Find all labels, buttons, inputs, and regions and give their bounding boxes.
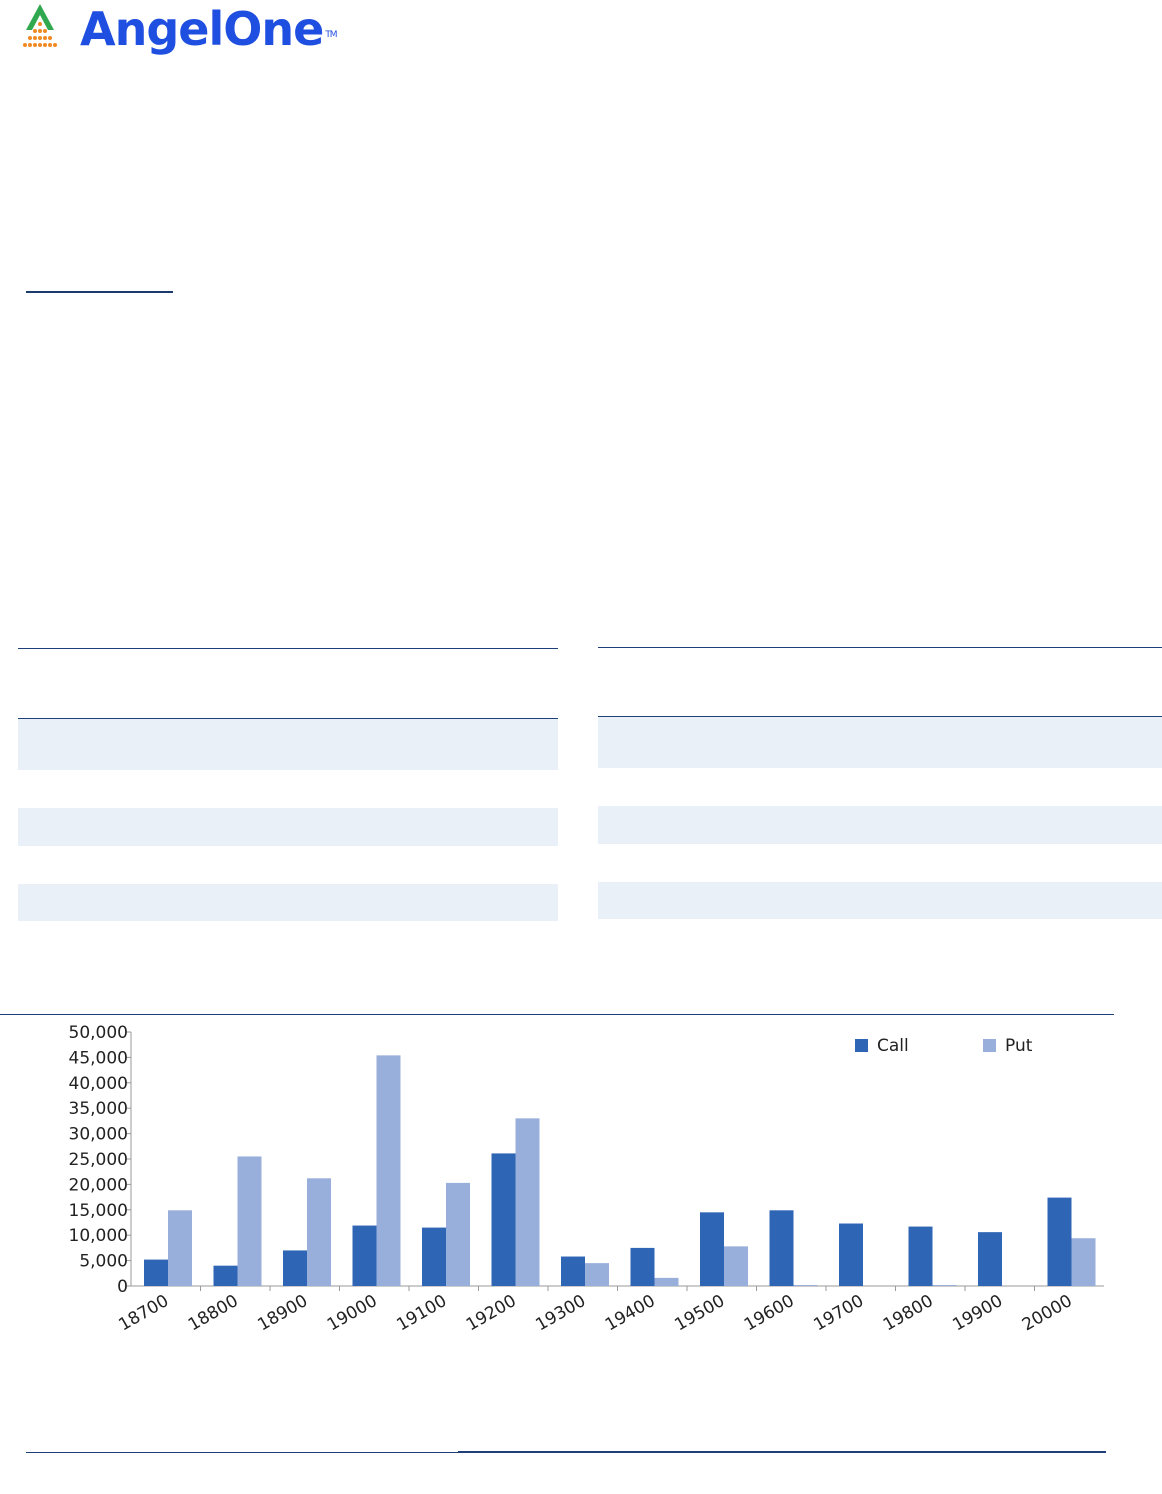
bar-call-19700 [839,1223,863,1286]
bar-put-20000 [1071,1238,1096,1286]
legend-swatch-call [855,1039,868,1052]
table-top-rule [18,648,558,649]
bar-call-19200 [491,1153,516,1286]
table-row [598,806,1162,844]
bars [144,1055,1096,1286]
x-tick-label: 19700 [810,1291,867,1335]
left-table [18,648,558,923]
x-tick-label: 18700 [115,1291,172,1335]
table-row [598,717,1162,768]
y-tick-label: 45,000 [69,1048,128,1068]
bar-put-18900 [307,1178,331,1286]
bar-put-19300 [585,1263,609,1286]
y-tick-label: 5,000 [79,1252,128,1272]
footer-rule-left [26,1452,458,1453]
x-tick-label: 19800 [880,1291,937,1335]
table-top-rule [598,647,1162,648]
bar-call-19800 [908,1226,933,1286]
y-tick-label: 35,000 [69,1099,128,1119]
bar-call-19600 [769,1210,794,1286]
legend-swatch-put [983,1039,996,1052]
y-tick-label: 10,000 [69,1226,128,1246]
x-tick-label: 19900 [949,1291,1006,1335]
y-axis: 50,000 45,000 40,000 35,000 30,000 25,000 20,0… [69,1023,1104,1297]
right-table [598,647,1162,922]
bar-call-18700 [144,1259,168,1286]
bar-call-19300 [561,1256,585,1286]
x-tick-label: 18800 [185,1291,242,1335]
table-header-rule [18,718,558,719]
x-tick-label: 19100 [393,1291,450,1335]
bar-call-19400 [630,1247,655,1286]
brand-wordmark: AngelOne TM [80,0,338,58]
x-tick-label: 19600 [741,1291,798,1335]
y-tick-label: 15,000 [69,1201,128,1221]
x-tick-label: 20000 [1019,1291,1076,1335]
bar-call-19100 [422,1227,446,1286]
bar-put-19200 [515,1118,540,1286]
bar-put-19400 [654,1277,679,1286]
table-row [18,808,558,846]
brand-name-part2: One [223,2,324,56]
y-tick-label: 50,000 [69,1023,128,1043]
options-oi-chart: 50,000 45,000 40,000 35,000 30,000 25,000 20,0… [0,1014,1162,1454]
x-tick-label: 19500 [671,1291,728,1335]
bar-put-19500 [724,1246,748,1286]
chart-top-rule [0,1014,1114,1015]
bar-call-20000 [1047,1197,1072,1286]
section-heading-underline [26,291,173,293]
legend-label-put: Put [1005,1036,1033,1056]
bar-call-18900 [283,1250,307,1286]
bar-call-19000 [352,1225,377,1286]
pyramid-logo-icon [23,4,57,47]
bar-call-19500 [700,1212,724,1286]
logo-mark-top [26,4,54,30]
legend-label-call: Call [877,1036,909,1056]
x-axis: 18700 18800 18900 19000 19100 19200 19300 19400… [115,1286,1076,1335]
footer-rule-right [458,1451,1106,1453]
brand-name-part1: Angel [80,2,224,56]
y-tick-label: 25,000 [69,1150,128,1170]
table-row [598,882,1162,919]
logo-mark-dots [23,22,57,47]
bar-put-19800 [932,1284,957,1286]
bar-call-18800 [213,1265,238,1286]
x-tick-label: 19300 [532,1291,589,1335]
chart-svg: 50,000 45,000 40,000 35,000 30,000 25,000 20,0… [69,1023,1104,1335]
x-tick-label: 18900 [254,1291,311,1335]
table-row [18,719,558,770]
chart-legend: Call Put [855,1036,1033,1056]
trademark-mark: TM [325,30,337,40]
bar-put-18700 [168,1210,192,1286]
y-tick-label: 30,000 [69,1125,128,1145]
y-tick-label: 0 [117,1277,128,1297]
bar-put-19000 [376,1055,401,1286]
table-row [18,884,558,921]
bar-put-18800 [237,1156,262,1286]
x-tick-label: 19200 [463,1291,520,1335]
brand-logo: AngelOne TM [18,0,338,60]
bar-put-19600 [793,1284,818,1286]
x-tick-label: 19000 [324,1291,381,1335]
table-header-rule [598,716,1162,717]
y-tick-label: 20,000 [69,1175,128,1195]
y-tick-label: 40,000 [69,1074,128,1094]
x-tick-label: 19400 [602,1291,659,1335]
bar-put-19100 [446,1182,470,1286]
bar-call-19900 [978,1232,1002,1286]
